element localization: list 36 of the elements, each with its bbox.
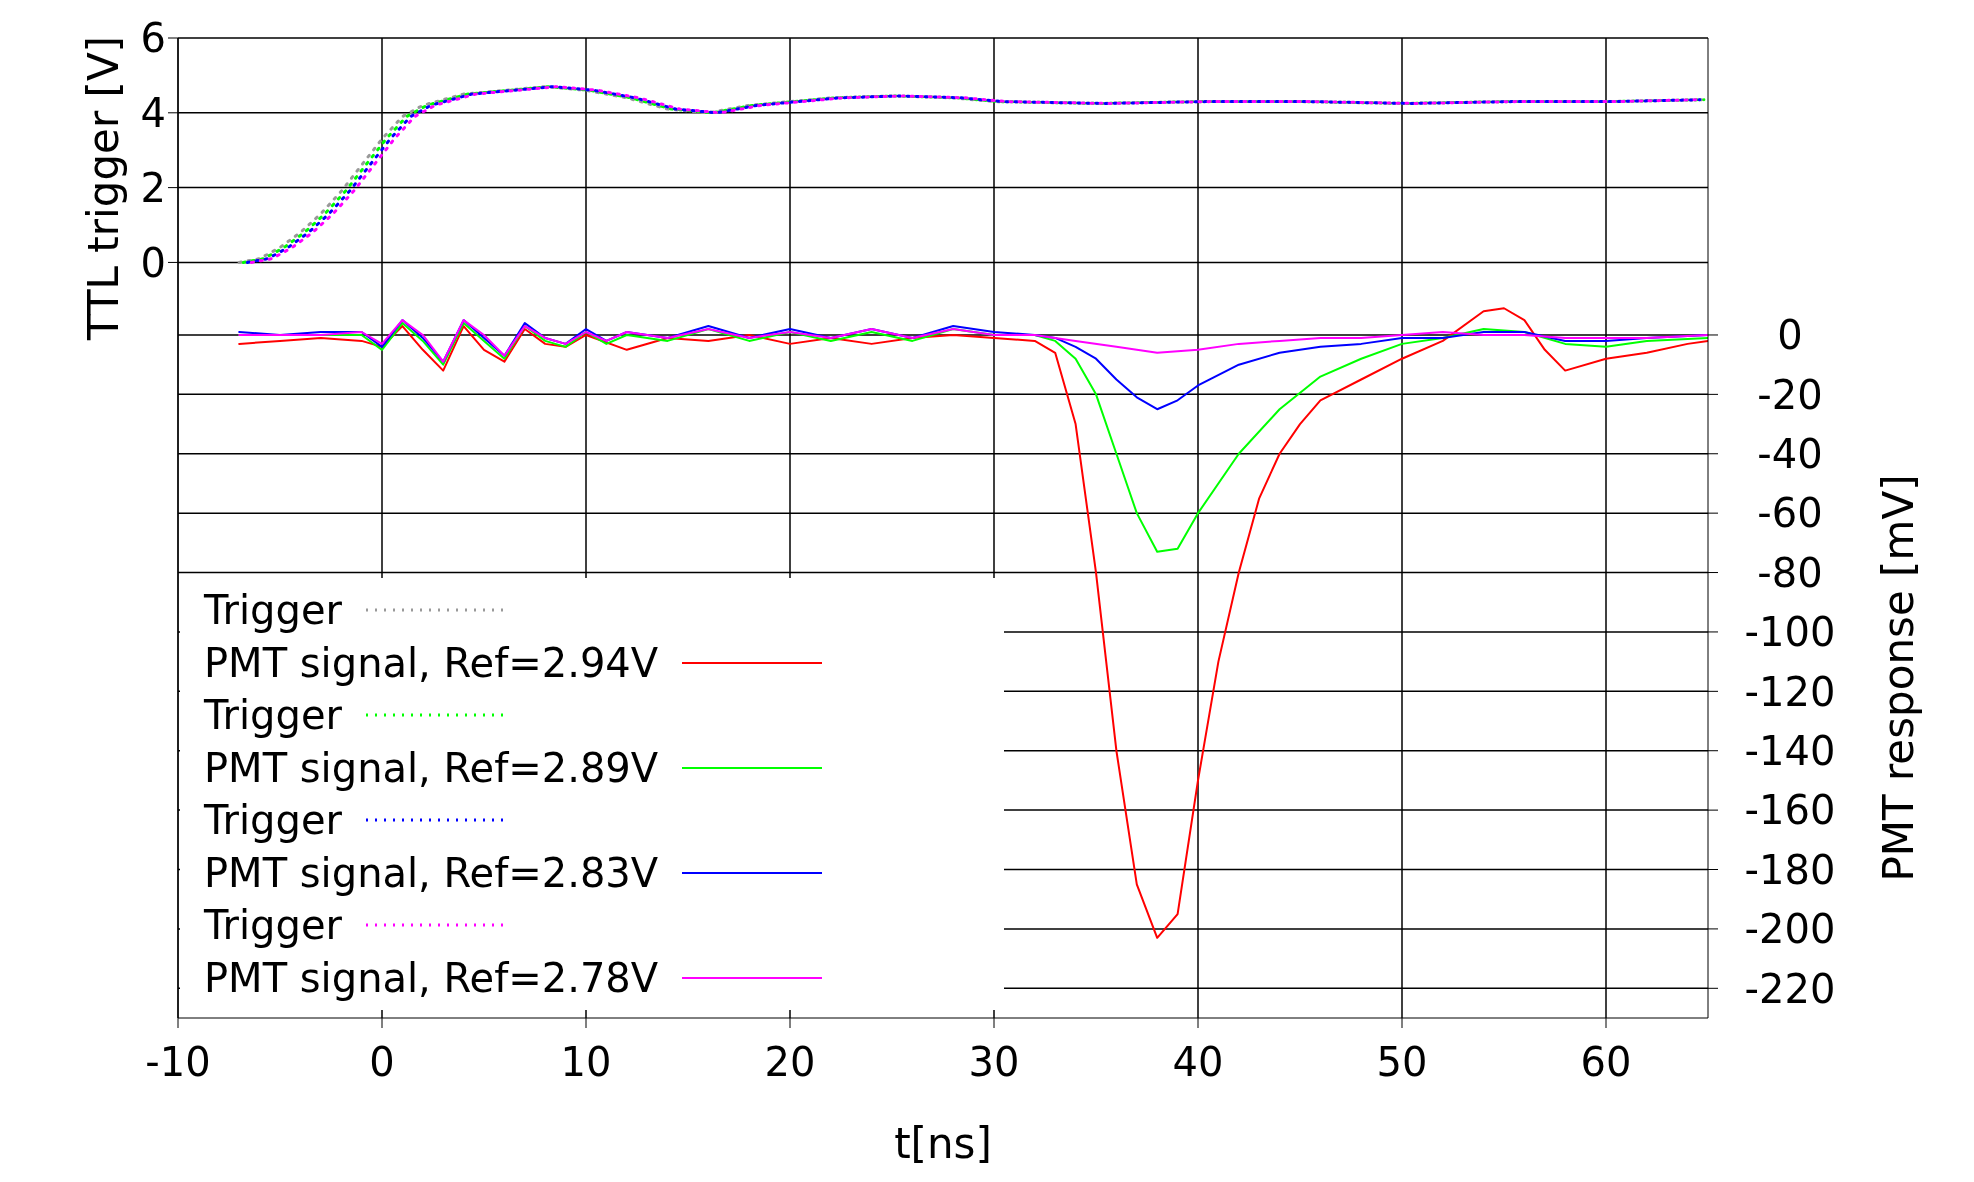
y2-tick-label: -160 <box>1744 787 1836 834</box>
legend-label: Trigger <box>204 587 342 634</box>
y2-tick-label: -200 <box>1744 906 1836 953</box>
y-tick-label: 0 <box>140 239 166 286</box>
y2-tick-label: -60 <box>1757 490 1823 537</box>
y2-tick-label: -20 <box>1757 371 1823 418</box>
y2-tick-label: -140 <box>1744 727 1836 774</box>
y2-tick-label: -40 <box>1757 430 1823 477</box>
y-tick-label: 2 <box>140 164 166 211</box>
y2-tick-label: -220 <box>1744 965 1836 1012</box>
legend-label: PMT signal, Ref=2.78V <box>204 954 659 1001</box>
legend-label: Trigger <box>204 902 342 949</box>
y2-tick-label: -80 <box>1757 549 1823 596</box>
x-tick-label: -10 <box>145 1039 211 1086</box>
legend-label: PMT signal, Ref=2.94V <box>204 639 659 686</box>
x-tick-label: 20 <box>764 1039 816 1086</box>
legend-label: PMT signal, Ref=2.83V <box>204 849 659 896</box>
x-tick-label: 50 <box>1376 1039 1428 1086</box>
y2-tick-label: -180 <box>1744 846 1836 893</box>
legend-label: Trigger <box>204 797 342 844</box>
x-axis-title: t[ns] <box>894 1119 992 1168</box>
x-tick-label: 0 <box>369 1039 395 1086</box>
y2-tick-label: -100 <box>1744 609 1836 656</box>
y-tick-label: 4 <box>140 90 166 137</box>
y2-tick-label: -120 <box>1744 668 1836 715</box>
x-tick-label: 10 <box>560 1039 612 1086</box>
y-tick-label: 6 <box>140 15 166 62</box>
y-axis-title: TTL trigger [V] <box>79 35 128 342</box>
x-tick-label: 60 <box>1580 1039 1632 1086</box>
legend-label: Trigger <box>204 692 342 739</box>
y2-tick-label: 0 <box>1777 312 1803 359</box>
line-series <box>238 319 1708 363</box>
x-tick-label: 30 <box>968 1039 1020 1086</box>
legend-label: PMT signal, Ref=2.89V <box>204 744 659 791</box>
x-tick-label: 40 <box>1172 1039 1224 1086</box>
y2-axis-title: PMT response [mV] <box>1874 474 1923 882</box>
